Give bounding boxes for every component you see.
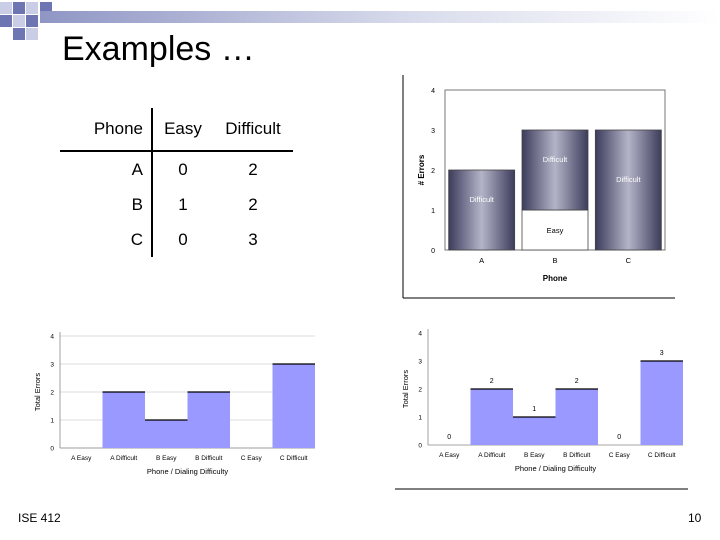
area-step: [470, 389, 513, 445]
y-tick-label: 0: [50, 446, 54, 453]
data-label: 2: [575, 378, 579, 385]
area-step: [187, 392, 230, 448]
decor-square: [40, 2, 52, 11]
x-tick-label: B Difficult: [195, 455, 223, 462]
x-tick-label: A Easy: [439, 452, 460, 459]
y-tick-label: 2: [418, 387, 422, 394]
table-cell: C: [60, 222, 153, 257]
area-step: [102, 392, 145, 448]
segment-label: Difficult: [543, 155, 568, 164]
area-chart-grid: 0 1 2 3 4 Total Errors A Easy A Difficult B Easy…: [33, 332, 315, 476]
x-tick-label: A Difficult: [478, 452, 505, 459]
segment-label: Difficult: [469, 195, 494, 204]
y-tick-label: 4: [418, 331, 422, 338]
y-axis-label: Total Errors: [33, 373, 42, 412]
x-tick-label: A: [479, 256, 484, 265]
table-cell: A: [60, 151, 153, 187]
y-tick-label: 4: [50, 334, 54, 341]
area-step: [145, 420, 188, 448]
y-tick-label: 2: [431, 168, 435, 175]
table-cell: B: [60, 187, 153, 222]
x-tick-label: A Difficult: [110, 455, 137, 462]
y-tick-label: 0: [431, 248, 435, 255]
area-step: [640, 361, 683, 445]
decor-square: [26, 15, 38, 27]
header-decoration: [0, 2, 720, 40]
header-band: [40, 11, 720, 23]
decor-square: [0, 15, 12, 27]
y-tick-label: 3: [50, 362, 54, 369]
x-tick-label: C Difficult: [280, 455, 308, 462]
table-row: A 0 2: [60, 151, 293, 187]
footer-course: ISE 412: [18, 511, 61, 525]
table-cell: 3: [248, 229, 258, 249]
table-cell: 2: [248, 159, 258, 179]
table-header-cell: Phone: [60, 108, 153, 152]
y-tick-label: 4: [431, 88, 435, 95]
data-label: 0: [617, 434, 621, 441]
y-tick-label: 1: [50, 418, 54, 425]
y-tick-label: 1: [418, 415, 422, 422]
area-step: [513, 417, 556, 445]
bar-segment: [521, 129, 589, 211]
y-axis-label: Total Errors: [401, 370, 410, 409]
x-tick-label: C Easy: [241, 455, 263, 462]
slide-title: Examples …: [62, 30, 255, 68]
table-cell: 1: [178, 194, 188, 214]
area-step: [555, 389, 598, 445]
y-axis-label: # Errors: [417, 154, 426, 185]
table-row: B 1 2: [60, 187, 293, 222]
x-tick-label: B Difficult: [563, 452, 591, 459]
table-header-cell: Difficult: [213, 108, 293, 152]
decor-square: [13, 2, 25, 14]
x-tick-label: B: [552, 256, 557, 265]
x-tick-label: C: [626, 256, 632, 265]
y-tick-label: 2: [50, 390, 54, 397]
table-cell: 0: [178, 159, 188, 179]
table-row: C 0 3: [60, 222, 293, 257]
data-label: 1: [532, 406, 536, 413]
x-axis-label: Phone / Dialing Difficulty: [515, 464, 596, 473]
decor-square: [0, 2, 12, 14]
segment-label: Easy: [547, 226, 564, 235]
x-tick-label: B Easy: [524, 452, 545, 459]
x-axis-label: Phone / Dialing Difficulty: [147, 467, 228, 476]
y-tick-label: 3: [418, 359, 422, 366]
table-header-cell: Easy: [152, 108, 213, 152]
bar-segment: [594, 129, 662, 251]
decor-square: [26, 28, 38, 40]
segment-label: Difficult: [616, 175, 641, 184]
x-axis-label: Phone: [543, 274, 568, 283]
y-tick-label: 1: [431, 208, 435, 215]
area-chart-labeled: 0 1 2 3 4 Total Errors 0 A Easy 2 A Difficult 1 B E…: [395, 329, 688, 490]
data-label: 2: [490, 378, 494, 385]
data-table: Phone Easy Difficult A 0 2 B 1 2 C 0 3: [60, 108, 293, 257]
data-table-wrapper: Phone Easy Difficult A 0 2 B 1 2 C 0 3: [60, 108, 293, 257]
table-cell: 2: [248, 194, 258, 214]
decor-square: [26, 2, 38, 14]
decor-square: [13, 28, 25, 40]
y-tick-label: 3: [431, 128, 435, 135]
x-tick-label: C Difficult: [648, 452, 676, 459]
table-cell: 0: [178, 229, 188, 249]
x-tick-label: C Easy: [609, 452, 631, 459]
x-tick-label: B Easy: [156, 455, 177, 462]
data-label: 0: [447, 434, 451, 441]
page-number: 10: [688, 511, 702, 525]
data-label: 3: [660, 350, 664, 357]
decor-square: [13, 15, 25, 27]
area-step: [272, 364, 315, 448]
y-tick-label: 0: [418, 443, 422, 450]
table-header-row: Phone Easy Difficult: [60, 108, 293, 152]
x-tick-label: A Easy: [71, 455, 92, 462]
bar-segment: [448, 169, 516, 251]
